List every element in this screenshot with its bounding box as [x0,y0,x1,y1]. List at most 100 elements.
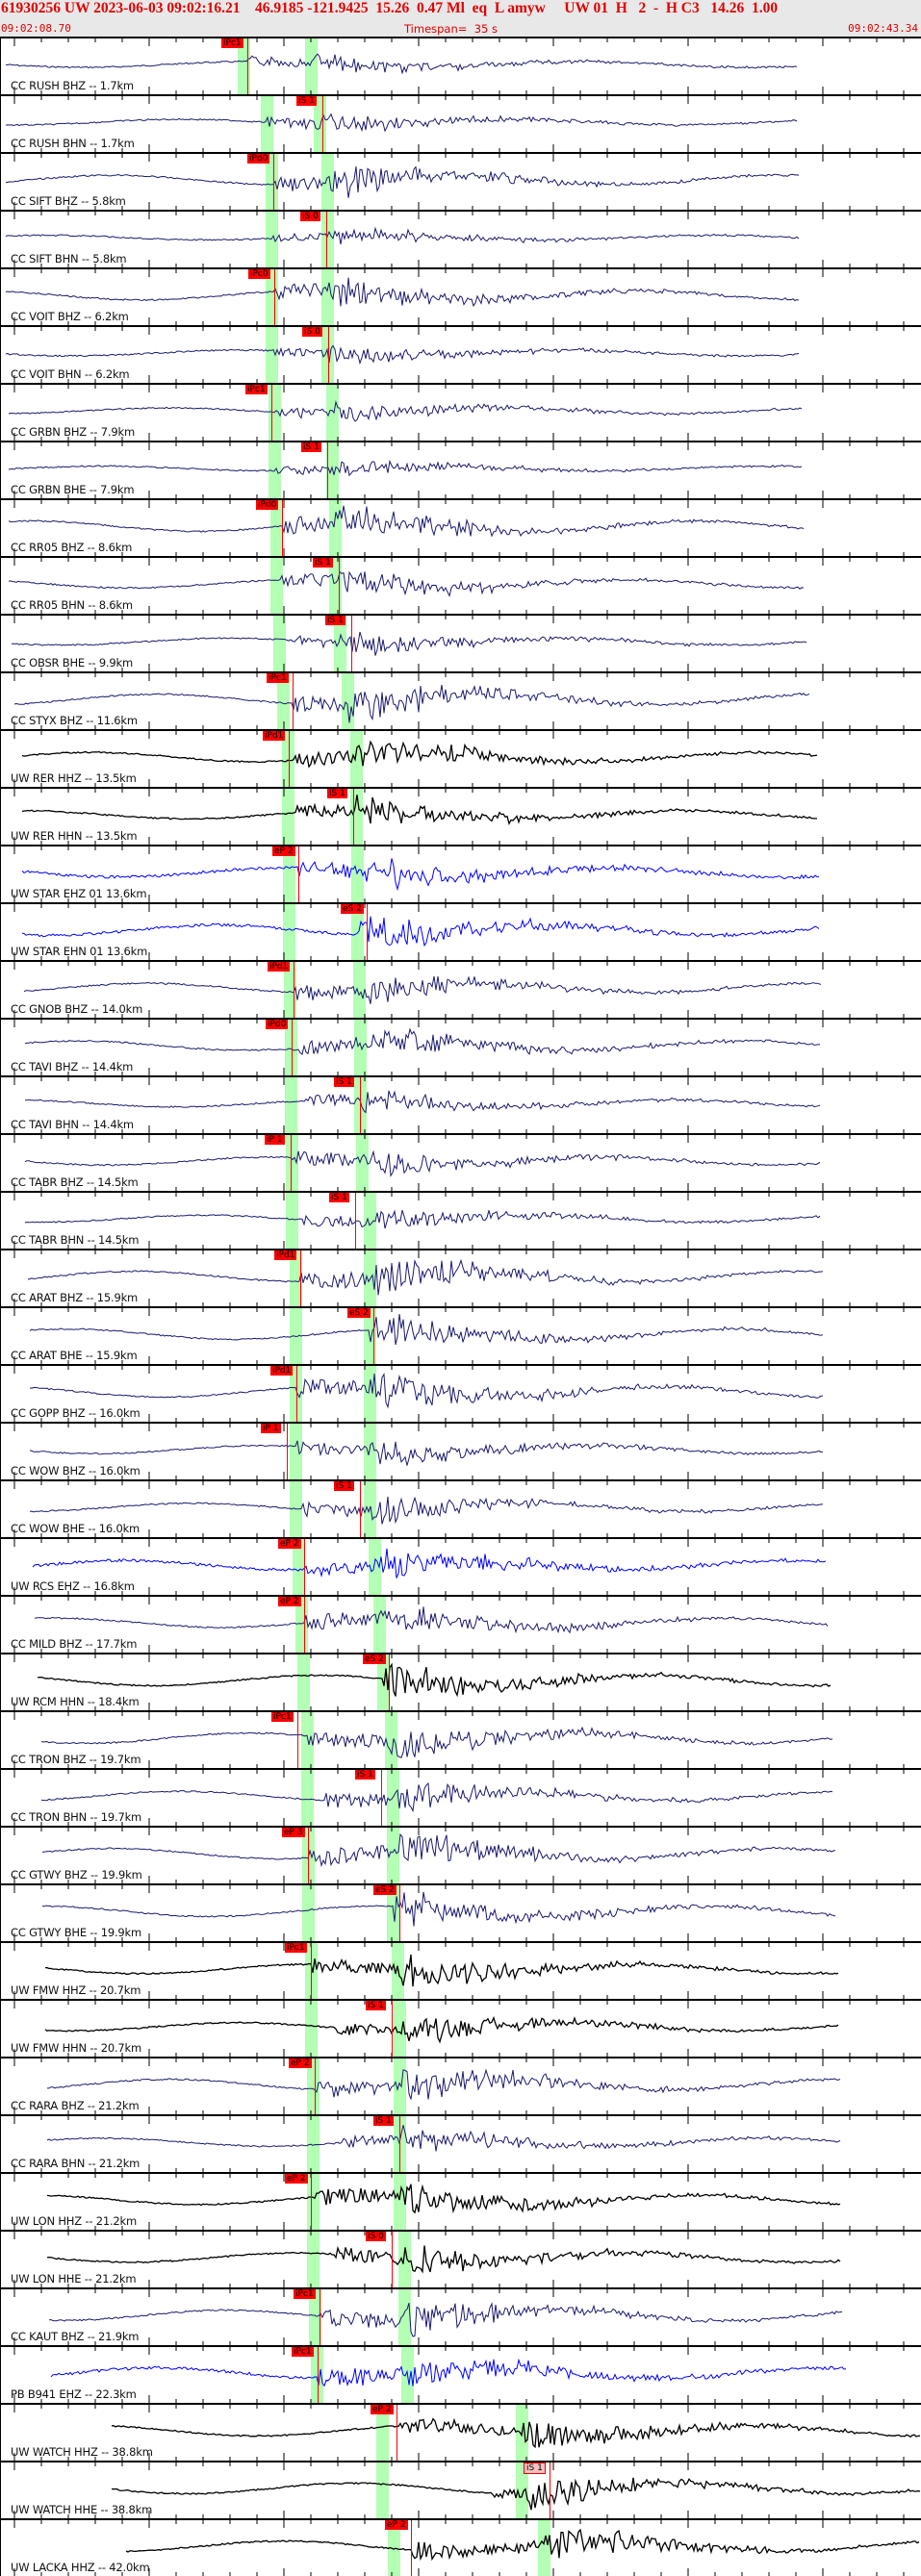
pick-marker-line[interactable] [289,731,290,787]
pick-marker-line[interactable] [355,1193,356,1249]
trace-row[interactable]: eS 2 CC GTWY BHE -- 19.9km [0,1883,921,1941]
trace-row[interactable]: eP 2 UW STAR EHZ 01 13.6km [0,845,921,902]
pick-marker-line[interactable] [273,154,274,210]
pick-flag[interactable]: iPc1 [271,1712,294,1722]
trace-row[interactable]: iS 0 CC SIFT BHN -- 5.8km [0,210,921,267]
trace-row[interactable]: iS 0 CC VOIT BHN -- 6.2km [0,325,921,383]
pick-marker-line[interactable] [328,327,329,383]
pick-marker-line[interactable] [311,2174,312,2230]
pick-flag[interactable]: iP 1 [261,1424,281,1433]
pick-flag[interactable]: iS 0 [302,327,322,337]
pick-marker-line[interactable] [327,442,328,498]
trace-row[interactable]: iPd1 CC GNOB BHZ -- 14.0km [0,960,921,1018]
trace-row[interactable]: iS 1 CC RUSH BHN -- 1.7km [0,94,921,152]
pick-flag[interactable]: iPd0 [266,1020,289,1029]
pick-marker-line[interactable] [351,616,352,671]
pick-flag[interactable]: iP 1 [265,1135,285,1145]
pick-marker-line[interactable] [247,38,248,94]
trace-row[interactable]: iPc1 UW FMW HHZ -- 20.7km [0,1941,921,1999]
trace-row[interactable]: iPd0 CC SIFT BHZ -- 5.8km [0,152,921,210]
pick-flag[interactable]: eP 2 [289,2058,312,2068]
pick-marker-line[interactable] [287,1424,288,1479]
pick-flag[interactable]: iS 0 [300,212,320,221]
pick-marker-line[interactable] [360,1481,361,1537]
pick-flag[interactable]: eP 3 [282,1828,305,1837]
pick-flag[interactable]: iS 1 [301,442,321,452]
pick-marker-line[interactable] [308,1828,309,1883]
trace-row[interactable]: iPd1 UW RER HHZ -- 13.5km [0,729,921,787]
seismogram-panel[interactable]: iPc1 CC RUSH BHZ -- 1.7km iS 1 CC RUSH BHN … [0,37,921,2576]
trace-row[interactable]: eP 2 CC MILD BHZ -- 17.7km [0,1595,921,1653]
pick-flag[interactable]: eP 2 [278,1539,301,1549]
pick-marker-line[interactable] [322,96,323,152]
pick-flag[interactable]: eS 2 [373,1885,397,1895]
trace-row[interactable]: iP 1 CC WOW BHZ -- 16.0km [0,1422,921,1479]
pick-flag[interactable]: iPc1 [285,1943,307,1953]
pick-marker-line[interactable] [399,2116,400,2172]
pick-flag[interactable]: eP 2 [285,2174,308,2184]
trace-row[interactable]: iPc1 CC STYX BHZ -- 11.6km [0,671,921,729]
pick-flag[interactable]: eP 2 [272,846,295,856]
trace-row[interactable]: iS 1 CC RARA BHN -- 21.2km [0,2114,921,2172]
pick-flag[interactable]: iPc1 [267,673,289,683]
pick-flag[interactable]: iPd0 [256,500,279,510]
pick-marker-line[interactable] [296,1366,297,1422]
pick-marker-line[interactable] [318,2347,319,2403]
trace-row[interactable]: eP 2 UW LACKA HHZ -- 42.0km [0,2518,921,2576]
pick-marker-line[interactable] [311,1943,312,1999]
pick-flag[interactable]: iPc1 [221,38,243,48]
pick-flag[interactable]: iS 1 [327,789,347,798]
pick-flag[interactable]: iS 0 [366,2232,386,2241]
trace-row[interactable]: eS 2 UW RCM HHN -- 18.4km [0,1653,921,1710]
pick-flag[interactable]: iPc0 [248,269,270,279]
pick-flag[interactable]: iS 1 [325,616,345,625]
pick-flag[interactable]: eP 2 [385,2520,408,2530]
pick-flag[interactable]: iPc1 [292,2347,314,2357]
pick-flag[interactable]: eS 2 [341,904,364,914]
pick-marker-line[interactable] [304,1597,305,1653]
trace-row[interactable]: iS 1 CC GRBN BHE -- 7.9km [0,441,921,498]
pick-flag[interactable]: iS 1 [524,2462,546,2474]
trace-row[interactable]: iPc1 CC KAUT BHZ -- 21.9km [0,2287,921,2345]
pick-flag[interactable]: eP 2 [371,2405,394,2414]
pick-marker-line[interactable] [293,673,294,729]
pick-flag[interactable]: iPc1 [294,2289,316,2299]
trace-row[interactable]: iPc1 CC TRON BHZ -- 19.7km [0,1710,921,1768]
pick-marker-line[interactable] [326,212,327,267]
pick-flag[interactable]: iS 1 [296,96,317,106]
pick-flag[interactable]: eS 2 [363,1654,386,1664]
trace-row[interactable]: iS 1 CC TAVI BHN -- 14.4km [0,1075,921,1133]
trace-row[interactable]: iS 1 UW FMW HHN -- 20.7km [0,1999,921,2057]
pick-marker-line[interactable] [300,1250,301,1306]
trace-row[interactable]: iS 1 CC RR05 BHN -- 8.6km [0,556,921,614]
pick-marker-line[interactable] [271,385,272,441]
trace-row[interactable]: eP 2 CC RARA BHZ -- 21.2km [0,2057,921,2114]
trace-row[interactable]: eP 2 UW WATCH HHZ -- 38.8km [0,2403,921,2461]
pick-marker-line[interactable] [304,1539,305,1595]
pick-marker-line[interactable] [392,2001,393,2057]
trace-row[interactable]: iS 1 CC TRON BHN -- 19.7km [0,1768,921,1826]
pick-marker-line[interactable] [292,1020,293,1075]
trace-row[interactable]: iPc0 CC VOIT BHZ -- 6.2km [0,267,921,325]
trace-row[interactable]: iS 1 UW RER HHN -- 13.5km [0,787,921,845]
pick-marker-line[interactable] [297,1712,298,1768]
trace-row[interactable]: iPc1 CC RUSH BHZ -- 1.7km [0,37,921,94]
pick-marker-line[interactable] [291,1135,292,1191]
trace-row[interactable]: eS 2 CC ARAT BHE -- 15.9km [0,1306,921,1364]
pick-marker-line[interactable] [373,1308,374,1364]
trace-row[interactable]: iP 1 CC TABR BHZ -- 14.5km [0,1133,921,1191]
pick-flag[interactable]: eP 2 [278,1597,301,1606]
pick-marker-line[interactable] [360,1077,361,1133]
trace-row[interactable]: iS 1 UW WATCH HHE -- 38.8km [0,2461,921,2518]
pick-flag[interactable]: iPd1 [268,962,291,972]
trace-row[interactable]: iS 0 UW LON HHE -- 21.2km [0,2230,921,2287]
pick-flag[interactable]: iS 1 [366,2001,386,2010]
pick-flag[interactable]: iPd1 [274,1250,297,1260]
pick-marker-line[interactable] [339,558,340,614]
pick-flag[interactable]: iS 1 [355,1770,375,1780]
pick-flag[interactable]: iPd1 [263,731,286,741]
pick-flag[interactable]: iPd1 [270,1366,294,1376]
trace-row[interactable]: iPd1 CC GOPP BHZ -- 16.0km [0,1364,921,1422]
pick-marker-line[interactable] [399,1885,400,1941]
pick-flag[interactable]: iS 1 [329,1193,349,1202]
